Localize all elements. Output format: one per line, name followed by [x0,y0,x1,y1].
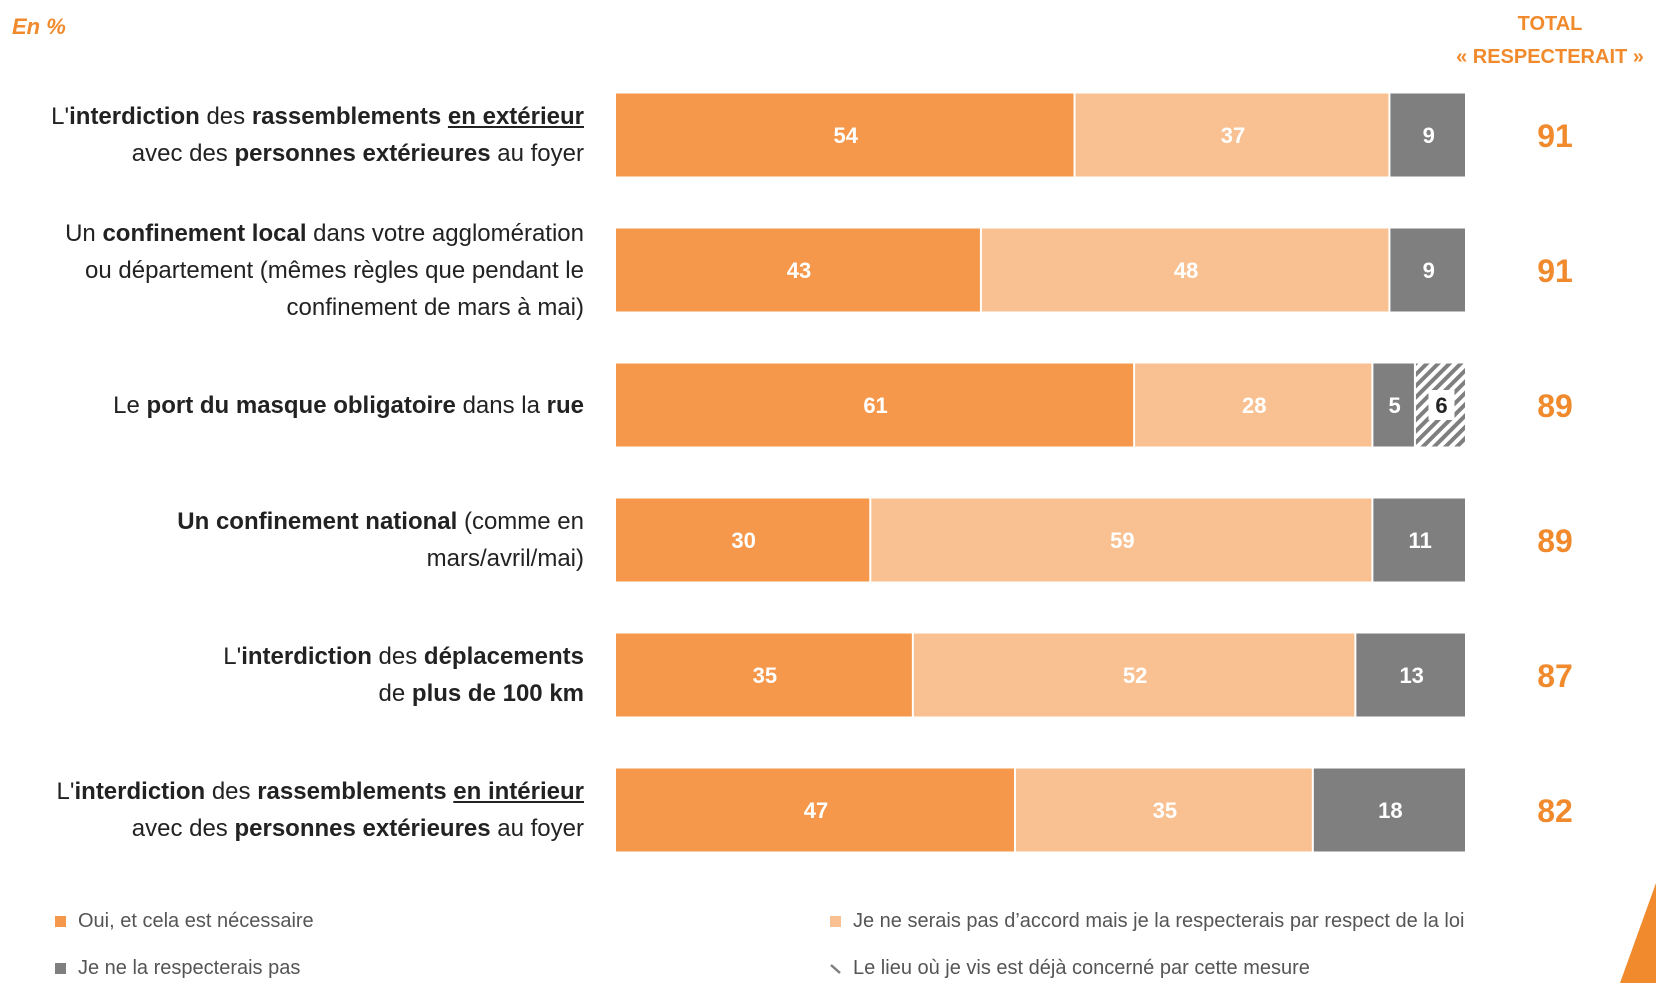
bar-value-label: 5 [1389,393,1401,418]
stacked-bar-chart: 54 37 9 91 43 48 9 91 61 28 5 6 89 30 59 11 89 35 52 13 87 47… [0,0,1656,870]
legend-swatch-respect-loi [830,916,841,927]
total-value: 91 [1537,253,1573,289]
total-value: 82 [1537,793,1573,829]
bar-value-label: 18 [1378,798,1402,823]
bar-value-label: 61 [863,393,887,418]
legend-label-deja-concerne: Le lieu où je vis est déjà concerné par … [853,957,1310,980]
bar-value-label: 30 [731,528,755,553]
legend-item-ne-respecterait-pas: Je ne la respecterais pas [55,957,300,980]
corner-accent-shape [1620,883,1656,983]
bar-value-label: 43 [787,258,811,283]
legend-swatch-oui [55,916,66,927]
legend-swatch-ne-respecterait-pas [55,963,66,974]
bar-value-label: 47 [804,798,828,823]
bar-value-label: 9 [1423,258,1435,283]
bar-value-label: 13 [1399,663,1423,688]
total-value: 91 [1537,118,1573,154]
bar-value-label: 35 [1153,798,1177,823]
bar-value-label: 54 [834,123,859,148]
bar-value-label: 59 [1110,528,1134,553]
bar-value-label: 37 [1221,123,1245,148]
legend-item-oui: Oui, et cela est nécessaire [55,910,314,933]
legend-item-respect-loi: Je ne serais pas d’accord mais je la res… [830,910,1464,933]
legend-label-oui: Oui, et cela est nécessaire [78,910,314,933]
bar-value-label: 35 [753,663,777,688]
bar-value-label: 48 [1174,258,1198,283]
legend-label-ne-respecterait-pas: Je ne la respecterais pas [78,957,300,980]
bar-value-label: 11 [1409,528,1432,553]
bar-value-label: 52 [1123,663,1147,688]
bar-value-label: 9 [1423,123,1435,148]
bar-value-label: 6 [1435,393,1447,418]
total-value: 89 [1537,523,1573,559]
legend-hatch-icon [830,963,841,974]
legend-item-deja-concerne: Le lieu où je vis est déjà concerné par … [830,957,1310,980]
legend-label-respect-loi: Je ne serais pas d’accord mais je la res… [853,910,1464,933]
total-value: 89 [1537,388,1573,424]
bar-value-label: 28 [1242,393,1266,418]
total-value: 87 [1537,658,1573,694]
